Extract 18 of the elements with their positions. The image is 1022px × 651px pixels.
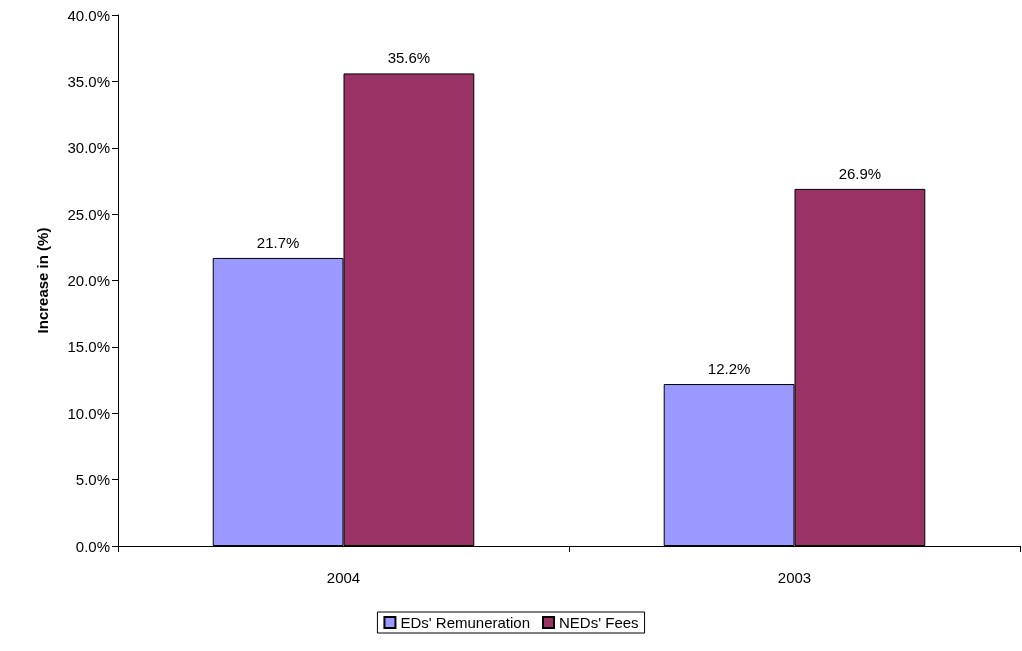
y-tick-label: 10.0% (67, 404, 110, 422)
y-axis-title: Increase in (%) (34, 227, 51, 334)
y-tick-label: 30.0% (67, 139, 110, 157)
data-label: 12.2% (707, 360, 751, 378)
data-label: 21.7% (256, 233, 300, 251)
legend-label: NEDs' Fees (559, 614, 639, 631)
y-tick-label: 0.0% (75, 537, 110, 555)
y-tick-label: 15.0% (67, 338, 110, 356)
y-tick-label: 20.0% (67, 272, 110, 289)
data-label: 35.6% (387, 49, 431, 67)
y-tick-label: 35.0% (67, 72, 110, 90)
x-tick-label: 2003 (777, 569, 812, 586)
x-tick-label: 2004 (326, 569, 361, 586)
data-label: 26.9% (838, 164, 882, 182)
legend-label: EDs' Remuneration (400, 614, 531, 631)
y-tick-label: 5.0% (75, 471, 110, 489)
y-tick-label: 40.0% (67, 6, 110, 24)
y-tick-label: 25.0% (67, 205, 110, 223)
